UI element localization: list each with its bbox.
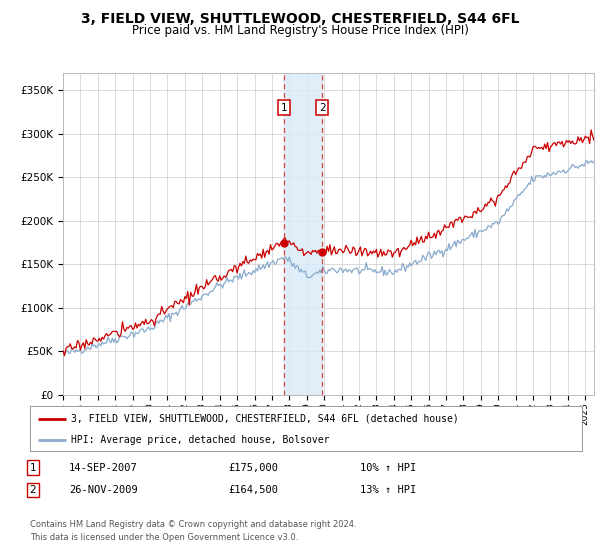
Text: Contains HM Land Registry data © Crown copyright and database right 2024.: Contains HM Land Registry data © Crown c… [30,520,356,529]
Text: 3, FIELD VIEW, SHUTTLEWOOD, CHESTERFIELD, S44 6FL: 3, FIELD VIEW, SHUTTLEWOOD, CHESTERFIELD… [81,12,519,26]
Text: 2: 2 [319,102,326,113]
Text: Price paid vs. HM Land Registry's House Price Index (HPI): Price paid vs. HM Land Registry's House … [131,24,469,37]
Bar [284,73,322,395]
Text: 1: 1 [29,463,37,473]
Text: 14-SEP-2007: 14-SEP-2007 [69,463,138,473]
Text: This data is licensed under the Open Government Licence v3.0.: This data is licensed under the Open Gov… [30,533,298,542]
Text: 26-NOV-2009: 26-NOV-2009 [69,485,138,495]
Text: 1: 1 [281,102,287,113]
Text: 13% ↑ HPI: 13% ↑ HPI [360,485,416,495]
Text: £164,500: £164,500 [228,485,278,495]
Text: £175,000: £175,000 [228,463,278,473]
Text: 2: 2 [29,485,37,495]
Text: 10% ↑ HPI: 10% ↑ HPI [360,463,416,473]
Text: 3, FIELD VIEW, SHUTTLEWOOD, CHESTERFIELD, S44 6FL (detached house): 3, FIELD VIEW, SHUTTLEWOOD, CHESTERFIELD… [71,413,459,423]
Text: HPI: Average price, detached house, Bolsover: HPI: Average price, detached house, Bols… [71,435,330,445]
